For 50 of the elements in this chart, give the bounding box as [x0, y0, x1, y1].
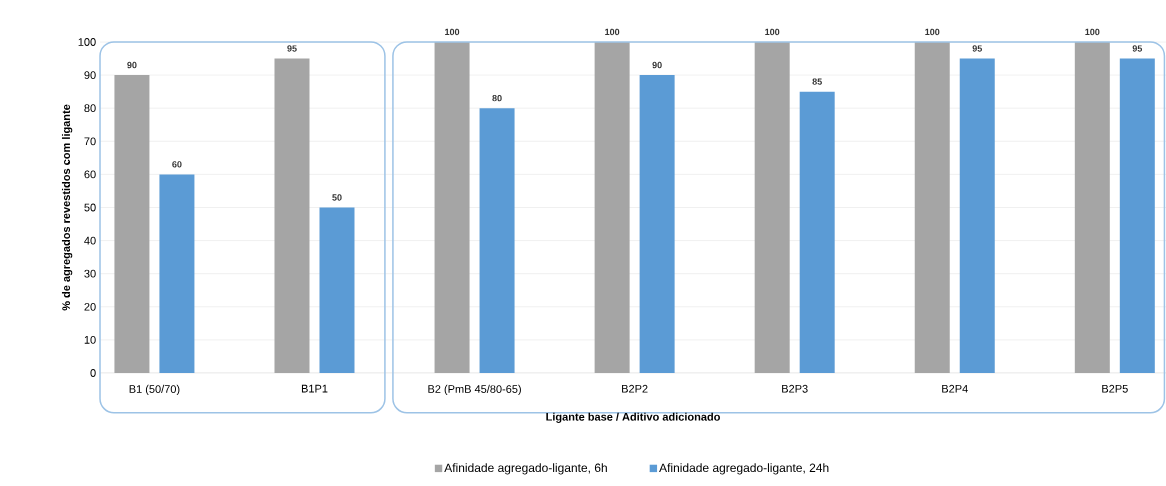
- data-label: 100: [605, 28, 620, 36]
- data-label: 90: [652, 61, 662, 69]
- bar: [754, 41, 790, 373]
- data-label: 100: [765, 28, 780, 36]
- y-tick-label: 50: [84, 203, 96, 212]
- data-label: 100: [1085, 28, 1100, 36]
- x-tick-label: B2P5: [1102, 384, 1128, 393]
- bar: [914, 41, 950, 373]
- bar: [479, 108, 515, 373]
- bar: [594, 41, 630, 373]
- x-axis-title: Ligante base / Aditivo adicionado: [546, 412, 720, 423]
- bar: [114, 75, 150, 373]
- data-label: 80: [492, 94, 502, 102]
- bar: [1074, 41, 1110, 373]
- x-tick-label: B1 (50/70): [129, 384, 180, 396]
- data-label: 90: [127, 61, 137, 69]
- y-tick-label: 60: [84, 170, 96, 179]
- x-tick-label: B1P1: [301, 384, 328, 393]
- legend-label: Afinidade agregado-ligante, 6h: [444, 463, 607, 475]
- x-tick-label: B2P2: [622, 384, 648, 393]
- bar: [434, 41, 470, 373]
- x-tick-label: B2P3: [782, 384, 808, 393]
- legend-label: Afinidade agregado-ligante, 24h: [659, 463, 829, 475]
- bar: [1119, 58, 1155, 373]
- y-tick-label: 30: [84, 269, 96, 278]
- data-label: 95: [972, 45, 982, 52]
- bar: [799, 91, 835, 373]
- data-label: 100: [925, 28, 940, 36]
- bar: [274, 58, 310, 373]
- y-axis-title: % de agregados revestidos com ligante: [61, 104, 73, 311]
- data-label: 95: [287, 45, 297, 52]
- data-label: 85: [812, 78, 822, 85]
- bar: [319, 207, 355, 373]
- y-tick-label: 0: [90, 369, 96, 377]
- data-label: 100: [445, 28, 460, 36]
- y-tick-label: 90: [84, 71, 96, 79]
- bar: [159, 174, 195, 373]
- bar: [639, 75, 675, 373]
- data-label: 50: [332, 194, 342, 201]
- x-tick-label: B2P4: [942, 384, 968, 393]
- data-label: 95: [1132, 45, 1143, 52]
- y-tick-label: 40: [84, 236, 96, 245]
- data-label: 60: [172, 161, 182, 168]
- x-tick-label: B2 (PmB 45/80-65): [428, 384, 521, 396]
- y-tick-label: 20: [84, 302, 96, 311]
- bar: [959, 58, 995, 373]
- y-tick-label: 100: [78, 38, 96, 46]
- y-tick-label: 10: [84, 336, 96, 344]
- y-tick-label: 70: [84, 137, 96, 146]
- y-tick-label: 80: [84, 104, 96, 113]
